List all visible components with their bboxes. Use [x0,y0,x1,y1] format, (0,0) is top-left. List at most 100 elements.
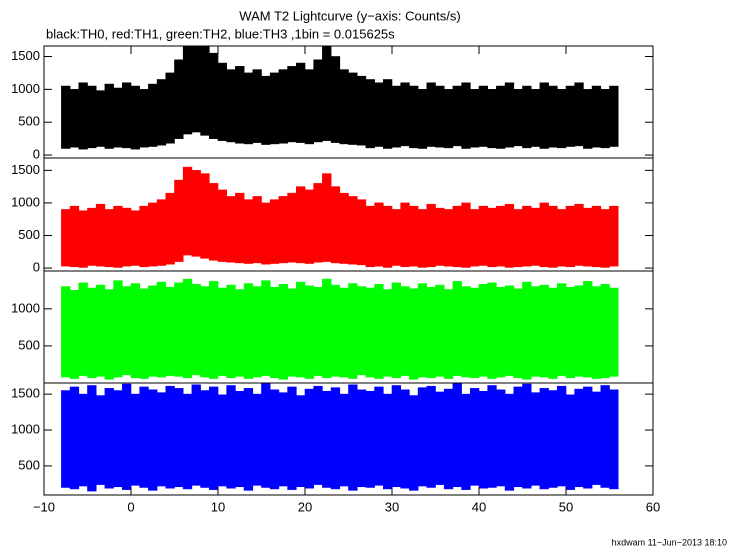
range-bar [539,388,549,490]
x-tick-label: 0 [127,499,134,514]
range-bar [235,192,245,264]
range-bar [548,85,558,148]
y-tick-label: 1000 [11,421,40,436]
range-bar [148,389,158,491]
range-bar [504,82,515,148]
range-bar [243,72,254,145]
range-bar [322,278,332,379]
range-bar [235,289,245,377]
range-bar [313,183,323,263]
range-bar [130,283,140,379]
range-bar [165,385,175,489]
range-bar [400,389,410,489]
range-bar [252,393,262,486]
range-bar [261,280,271,376]
range-bar [330,387,341,490]
range-bar [504,393,515,491]
range-bar [191,284,201,376]
range-bar [426,82,436,147]
range-bar [469,89,480,148]
range-bar [469,209,480,267]
range-bar [478,284,488,377]
range-bar [130,85,140,150]
range-bar [278,284,288,380]
range-bar [148,83,158,147]
range-bar [469,388,480,486]
y-tick-label: 1500 [11,48,40,63]
y-tick-label: 1000 [11,300,40,315]
chart-subtitle: black:TH0, red:TH1, green:TH2, blue:TH3 … [46,26,395,41]
range-bar [182,166,193,256]
range-bar [243,388,254,491]
range-bar [374,202,384,267]
range-bar [348,72,358,145]
range-bar [182,393,193,490]
range-bar [261,383,271,488]
range-bar [530,89,541,147]
range-bar [591,85,602,148]
range-bar [174,282,184,377]
range-bar [496,389,506,487]
range-bar [400,82,410,147]
range-bar [348,196,358,265]
range-bar [382,289,393,377]
range-bar [209,386,219,490]
range-bar [226,385,236,489]
range-bar [609,287,619,377]
range-bar [174,179,184,262]
range-bar [61,286,71,378]
range-bar [139,386,149,488]
range-bar [122,82,132,149]
range-bar [583,89,593,149]
range-bar [556,385,567,487]
range-bar [217,62,227,141]
range-bar [530,392,541,486]
range-bar [556,283,567,376]
range-bar [139,288,149,379]
range-bar [269,287,280,379]
range-bar [391,282,401,379]
range-bar [600,209,610,268]
range-bar [504,285,515,376]
range-bar [461,393,471,490]
range-bar [130,210,140,266]
range-bar [113,390,123,488]
range-bar [530,207,541,266]
y-tick-label: 500 [18,227,40,242]
range-bar [522,281,532,380]
range-bar [209,281,219,379]
range-bar [530,286,541,377]
range-bar [496,205,506,267]
range-bar [435,284,445,377]
range-bar [87,385,97,492]
range-bar [452,281,462,376]
range-bar [565,394,575,490]
range-bar [148,202,158,267]
range-bar [609,85,619,147]
range-bar [182,46,193,135]
range-bar [69,289,80,379]
range-bar [513,386,523,488]
range-bar [191,170,201,257]
range-bar [165,287,175,376]
x-tick-label: 60 [646,499,660,514]
range-bar [130,393,140,486]
range-bar [478,85,488,147]
range-bar [339,287,349,378]
y-tick-label: 1000 [11,81,40,96]
range-bar [261,75,271,145]
range-bar [600,284,610,379]
range-bar [409,288,419,380]
range-bar [322,390,332,488]
range-bar [382,205,393,268]
range-bar [104,83,114,149]
range-bar [217,287,227,376]
range-bar [304,388,314,489]
range-bar [365,287,375,378]
range-bar [539,284,549,378]
range-bar [295,186,306,264]
range-bar [365,79,375,149]
range-bar [156,199,167,266]
x-tick-label: 30 [385,499,399,514]
range-bar [574,82,584,147]
